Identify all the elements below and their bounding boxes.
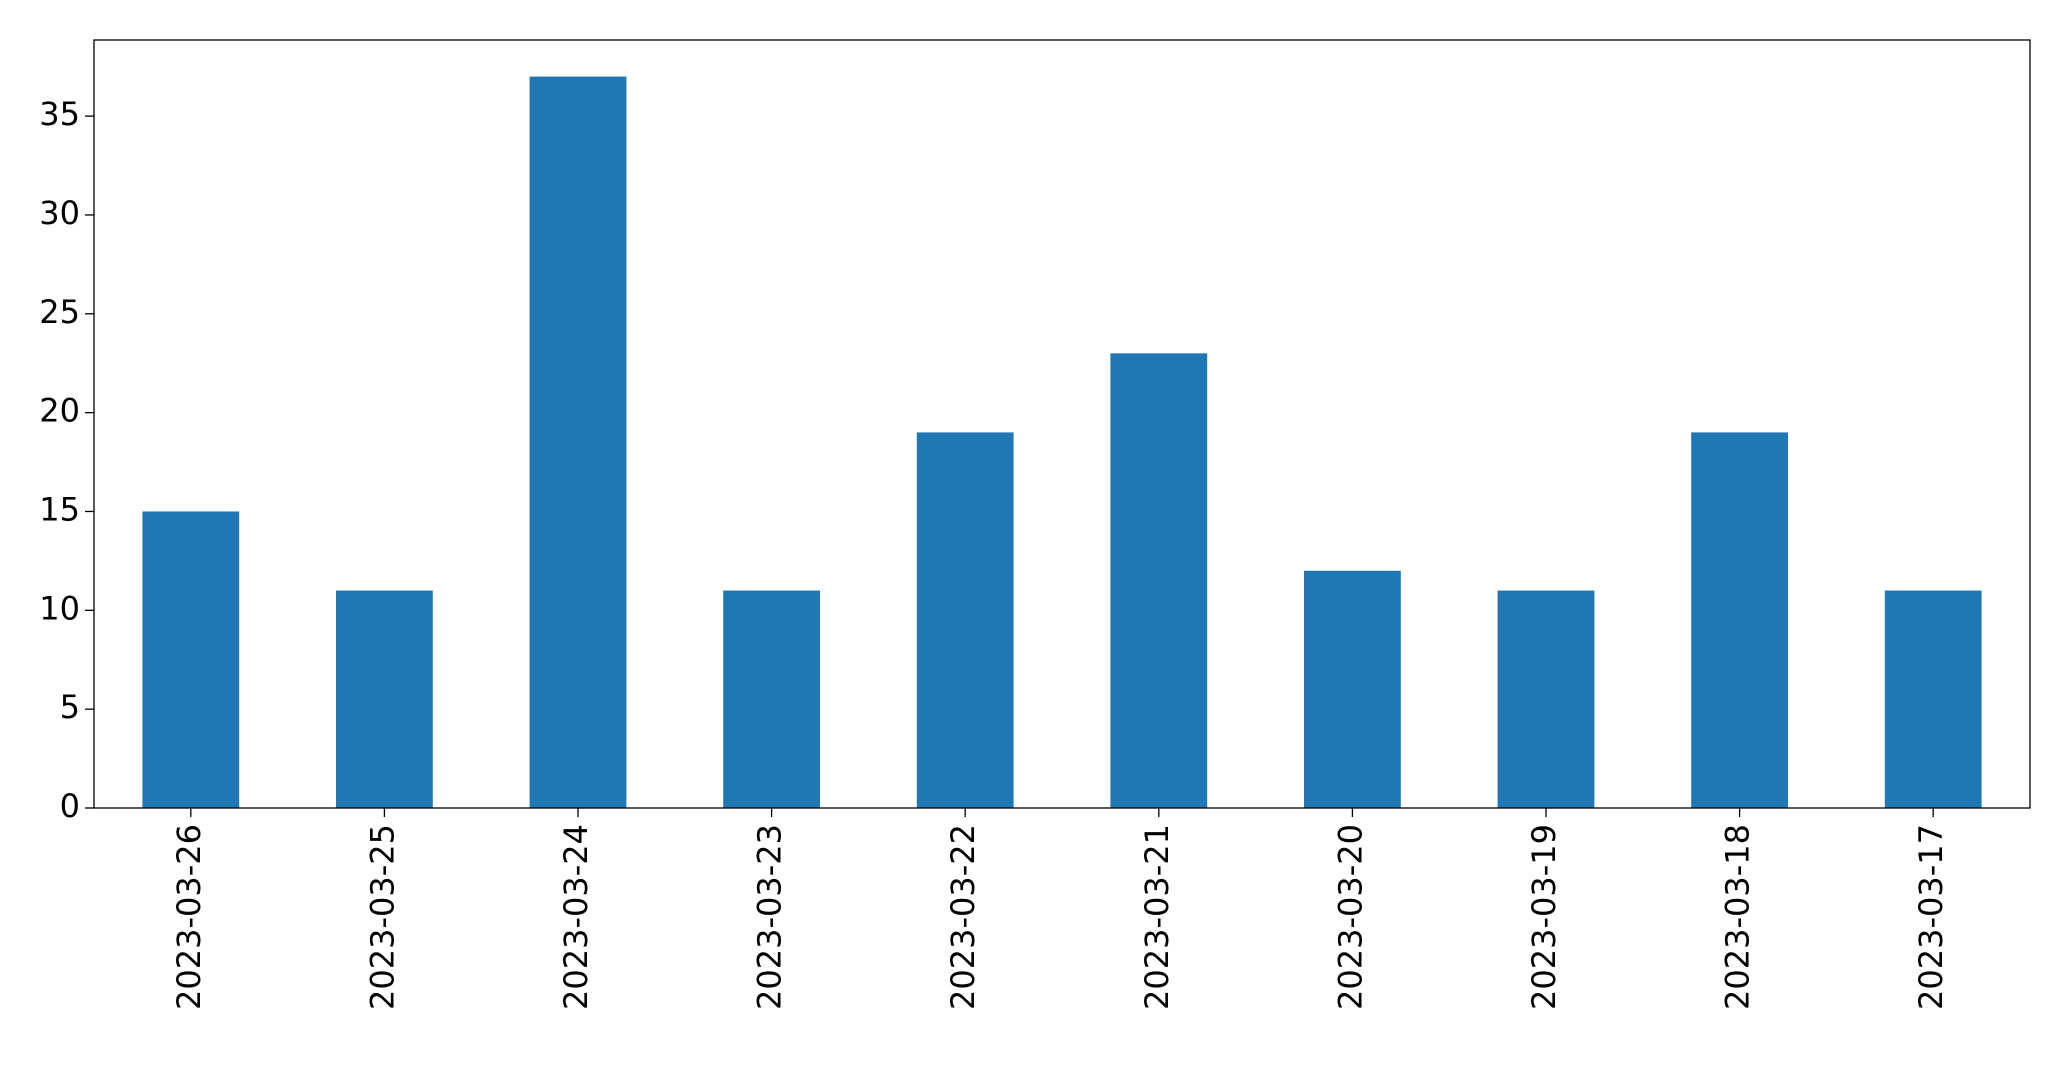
x-tick-label: 2023-03-22 bbox=[944, 824, 982, 1010]
x-tick-label: 2023-03-18 bbox=[1719, 824, 1757, 1010]
plot-frame bbox=[93, 39, 2031, 809]
x-tick-label: 2023-03-19 bbox=[1525, 824, 1563, 1010]
x-tick-label: 2023-03-17 bbox=[1912, 824, 1950, 1010]
bar bbox=[1691, 432, 1788, 808]
bar bbox=[1884, 590, 1982, 808]
y-tick-label: 0 bbox=[60, 787, 80, 825]
x-tick-label: 2023-03-24 bbox=[557, 824, 595, 1010]
bar bbox=[142, 511, 240, 808]
bar bbox=[529, 76, 627, 809]
y-tick-label: 30 bbox=[39, 194, 80, 232]
y-tick-label: 20 bbox=[39, 392, 80, 430]
bar bbox=[723, 590, 820, 808]
y-tick-label: 35 bbox=[39, 95, 80, 133]
x-tick-label: 2023-03-23 bbox=[751, 824, 789, 1010]
bar bbox=[1497, 590, 1595, 808]
y-tick-label: 10 bbox=[39, 589, 80, 627]
x-tick-label: 2023-03-20 bbox=[1331, 824, 1369, 1010]
x-tick-label: 2023-03-26 bbox=[170, 824, 208, 1010]
bar bbox=[1304, 570, 1401, 808]
y-tick-label: 25 bbox=[39, 293, 80, 331]
bar bbox=[916, 432, 1014, 808]
x-tick-label: 2023-03-25 bbox=[363, 824, 401, 1010]
y-tick-label: 15 bbox=[39, 490, 80, 528]
bar bbox=[1110, 353, 1208, 808]
y-tick-label: 5 bbox=[60, 688, 80, 726]
x-tick-label: 2023-03-21 bbox=[1138, 824, 1176, 1010]
bar bbox=[336, 590, 433, 808]
